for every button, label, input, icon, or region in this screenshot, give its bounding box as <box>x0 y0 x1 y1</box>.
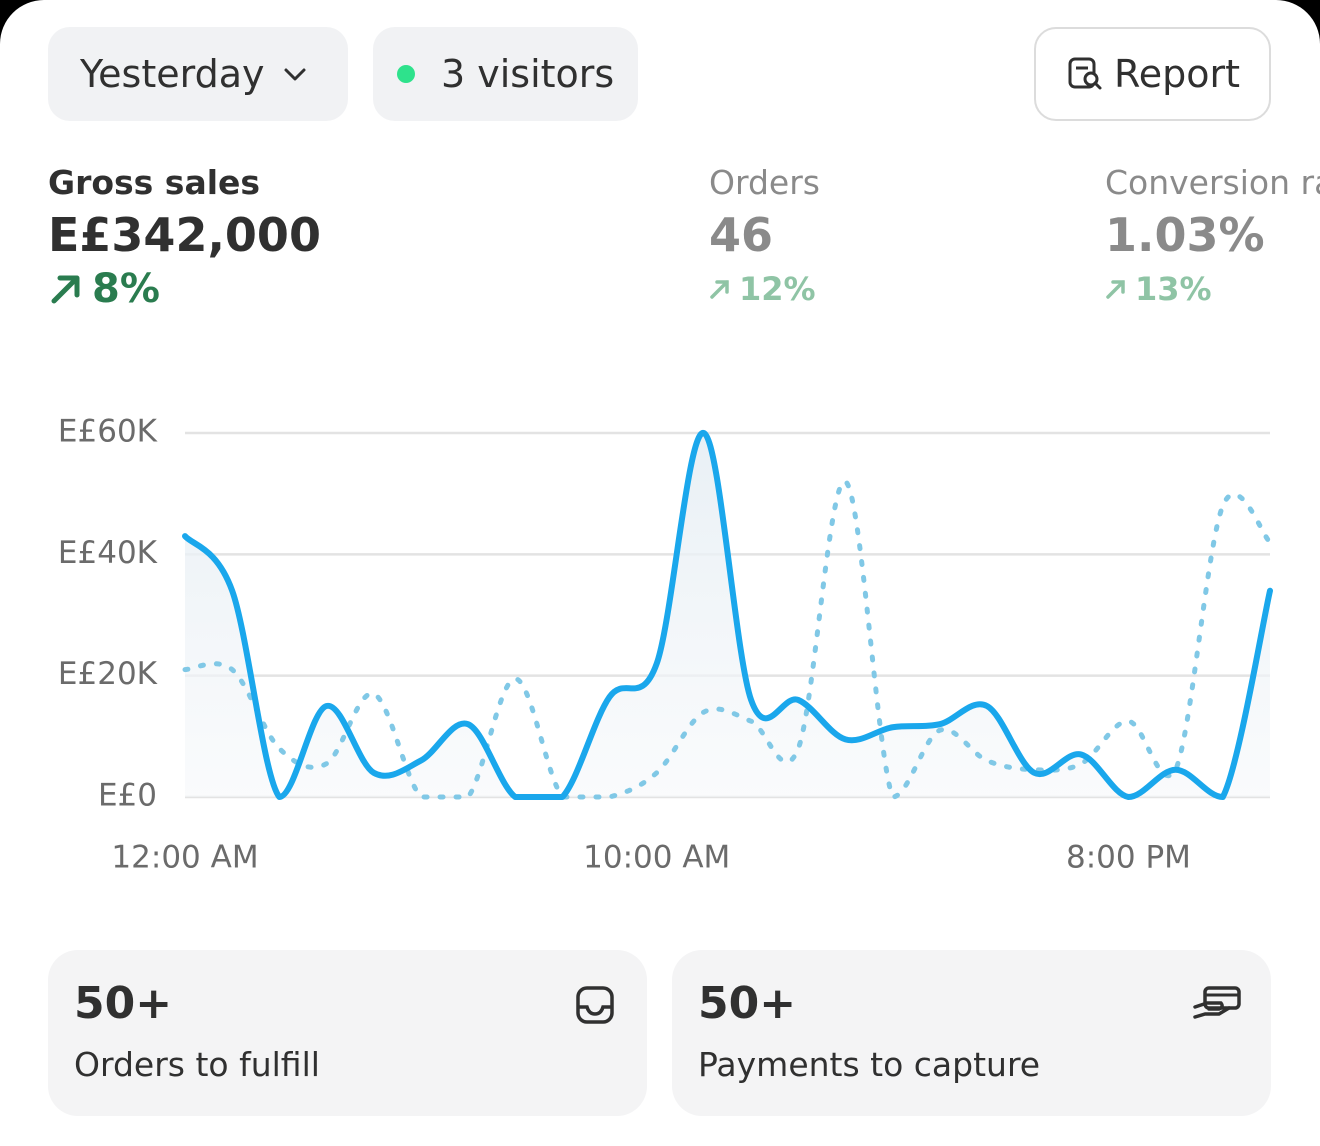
visitors-label: 3 visitors <box>441 52 615 96</box>
date-filter[interactable]: Yesterday <box>48 27 348 121</box>
chevron-icon <box>284 68 306 81</box>
y-tick-label: E£40K <box>58 535 158 571</box>
metric-change-text: 13% <box>1135 270 1212 308</box>
metric-value: 46 <box>709 208 774 262</box>
x-tick-label: 12:00 AM <box>111 840 258 876</box>
visitors-pill[interactable]: 3 visitors <box>373 27 638 121</box>
tile-value: 50+ <box>74 978 173 1029</box>
metric-change: 13% <box>1105 264 1320 314</box>
y-tick-label: E£0 <box>98 778 157 814</box>
y-tick-label: E£20K <box>58 656 158 692</box>
metric-change-text: 12% <box>739 270 816 308</box>
metric-change: 12% <box>709 264 820 314</box>
live-dot <box>397 65 415 83</box>
report-button[interactable]: Report <box>1034 27 1271 121</box>
comparison-line <box>182 479 1273 800</box>
chart: E£0 E£20K E£40K E£60K 12:00 AM 10:00 AM 8:00 P… <box>58 414 1273 876</box>
metric-label: Gross sales <box>48 163 261 202</box>
up-arrow <box>710 280 729 299</box>
tile-label: Payments to capture <box>698 1045 1041 1084</box>
tile-label: Orders to fulfill <box>74 1045 320 1084</box>
metric-change-text: 8% <box>92 266 160 312</box>
payments-tile[interactable]: 50+ Payments to capture <box>672 950 1271 1116</box>
metric-value: E£342,000 <box>48 208 321 262</box>
tile-value: 50+ <box>698 978 797 1029</box>
orders-tile[interactable]: 50+ Orders to fulfill <box>48 950 647 1116</box>
series-area <box>185 432 1270 797</box>
metric-label: Orders <box>709 163 820 202</box>
up-arrow <box>1106 280 1125 299</box>
x-tick-label: 10:00 AM <box>583 840 730 876</box>
inbox-icon <box>576 986 614 1024</box>
report-icon <box>1068 57 1102 90</box>
y-tick-label: E£60K <box>58 414 158 450</box>
x-tick-label: 8:00 PM <box>1066 840 1191 876</box>
metric-change: 8% <box>48 264 321 314</box>
payment-icon <box>1193 986 1241 1019</box>
metric-orders[interactable]: Orders 46 12% <box>709 160 820 314</box>
metric-conversion[interactable]: Conversion rate 1.03% 13% <box>1105 160 1320 314</box>
metric-value: 1.03% <box>1105 208 1265 262</box>
date-filter-label: Yesterday <box>80 52 265 96</box>
up-arrow <box>51 275 80 304</box>
report-label: Report <box>1114 52 1240 96</box>
metric-label: Conversion rate <box>1105 163 1320 202</box>
series-line <box>182 429 1273 800</box>
metric-gross-sales[interactable]: Gross sales E£342,000 8% <box>48 160 321 314</box>
